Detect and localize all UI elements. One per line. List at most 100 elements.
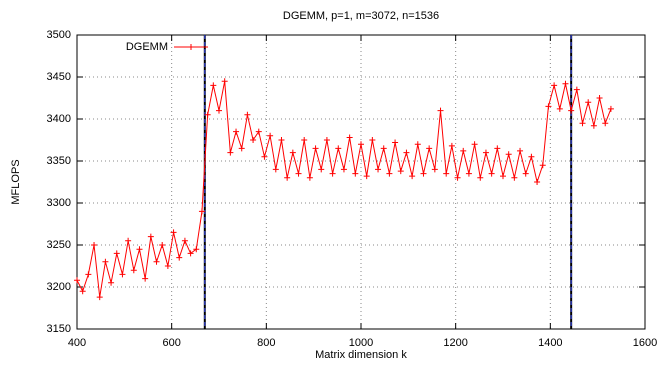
point-marker bbox=[369, 137, 376, 143]
point-marker bbox=[255, 128, 262, 135]
y-tick-label: 3200 bbox=[47, 281, 71, 293]
point-marker bbox=[250, 137, 257, 143]
point-marker bbox=[431, 166, 438, 173]
point-marker bbox=[289, 149, 296, 156]
point-marker bbox=[187, 250, 194, 257]
point-marker bbox=[346, 134, 353, 141]
y-tick-label: 3450 bbox=[47, 71, 71, 83]
point-marker bbox=[494, 145, 501, 152]
y-tick-label: 3400 bbox=[47, 113, 71, 125]
point-marker bbox=[375, 166, 382, 173]
point-marker bbox=[607, 105, 614, 112]
point-marker bbox=[340, 166, 347, 173]
point-marker bbox=[522, 170, 529, 177]
point-marker bbox=[443, 170, 450, 177]
y-tick-label: 3500 bbox=[47, 29, 71, 41]
point-marker bbox=[329, 170, 336, 177]
point-marker bbox=[267, 132, 274, 139]
point-marker bbox=[380, 145, 387, 152]
point-marker bbox=[602, 120, 609, 127]
chart-title: DGEMM, p=1, m=3072, n=1536 bbox=[283, 10, 439, 22]
y-axis-label: MFLOPS bbox=[10, 159, 22, 204]
point-marker bbox=[79, 288, 86, 295]
point-marker bbox=[306, 174, 313, 181]
point-marker bbox=[198, 208, 205, 215]
point-marker bbox=[181, 237, 188, 244]
point-marker bbox=[500, 173, 506, 180]
point-marker bbox=[227, 149, 234, 156]
point-marker bbox=[482, 149, 489, 156]
point-marker bbox=[295, 170, 302, 177]
plot-frame bbox=[76, 34, 646, 330]
point-marker bbox=[488, 170, 495, 177]
point-marker bbox=[585, 99, 592, 106]
y-tick-label: 3300 bbox=[47, 197, 71, 209]
point-marker bbox=[159, 242, 166, 248]
point-marker bbox=[153, 258, 160, 265]
point-marker bbox=[358, 141, 364, 148]
point-marker bbox=[96, 294, 103, 301]
point-marker bbox=[392, 139, 399, 146]
point-marker bbox=[221, 78, 228, 85]
point-marker bbox=[284, 174, 291, 181]
point-marker bbox=[261, 153, 268, 160]
point-marker bbox=[204, 111, 211, 118]
point-marker bbox=[568, 107, 575, 114]
point-marker bbox=[363, 173, 370, 180]
point-marker bbox=[460, 147, 467, 154]
point-marker bbox=[170, 229, 177, 236]
point-marker bbox=[125, 237, 132, 244]
point-marker bbox=[113, 250, 120, 257]
y-tick-label: 3350 bbox=[47, 155, 71, 167]
point-marker bbox=[579, 120, 586, 127]
point-marker bbox=[409, 173, 416, 180]
x-tick-label: 400 bbox=[68, 337, 86, 349]
point-marker bbox=[539, 162, 546, 169]
point-marker bbox=[386, 170, 393, 177]
x-tick-label: 1200 bbox=[443, 337, 467, 349]
point-marker bbox=[471, 141, 478, 148]
point-marker bbox=[238, 145, 245, 152]
point-marker bbox=[505, 151, 512, 158]
point-marker bbox=[312, 145, 319, 152]
point-marker bbox=[216, 107, 222, 114]
point-marker bbox=[147, 233, 154, 240]
point-marker bbox=[437, 107, 444, 114]
point-marker bbox=[272, 166, 279, 173]
point-marker bbox=[193, 246, 200, 253]
point-marker bbox=[176, 254, 183, 261]
point-marker bbox=[397, 168, 404, 175]
point-marker bbox=[465, 170, 472, 177]
point-marker bbox=[335, 145, 342, 152]
point-marker bbox=[562, 80, 569, 87]
legend-label: DGEMM bbox=[126, 41, 168, 53]
point-marker bbox=[454, 174, 461, 181]
point-marker bbox=[590, 122, 597, 129]
y-tick-label: 3150 bbox=[47, 323, 71, 335]
point-marker bbox=[301, 137, 308, 143]
x-tick-label: 800 bbox=[257, 337, 275, 349]
series-line bbox=[76, 81, 612, 298]
point-marker bbox=[477, 174, 484, 181]
point-marker bbox=[556, 105, 563, 112]
point-marker bbox=[528, 153, 535, 160]
point-marker bbox=[420, 170, 427, 177]
point-marker bbox=[278, 137, 285, 143]
point-marker bbox=[119, 271, 126, 278]
point-marker bbox=[233, 128, 240, 135]
point-marker bbox=[74, 277, 80, 284]
point-marker bbox=[323, 137, 330, 143]
x-tick-label: 600 bbox=[162, 337, 180, 349]
point-marker bbox=[91, 242, 98, 248]
x-tick-label: 1600 bbox=[633, 337, 657, 349]
point-marker bbox=[102, 258, 109, 265]
point-marker bbox=[414, 141, 421, 148]
point-marker bbox=[136, 246, 143, 253]
point-marker bbox=[426, 145, 433, 152]
point-marker bbox=[108, 279, 115, 286]
point-marker bbox=[596, 95, 603, 101]
point-marker bbox=[244, 111, 251, 118]
point-marker bbox=[352, 170, 359, 177]
point-marker bbox=[545, 103, 552, 110]
